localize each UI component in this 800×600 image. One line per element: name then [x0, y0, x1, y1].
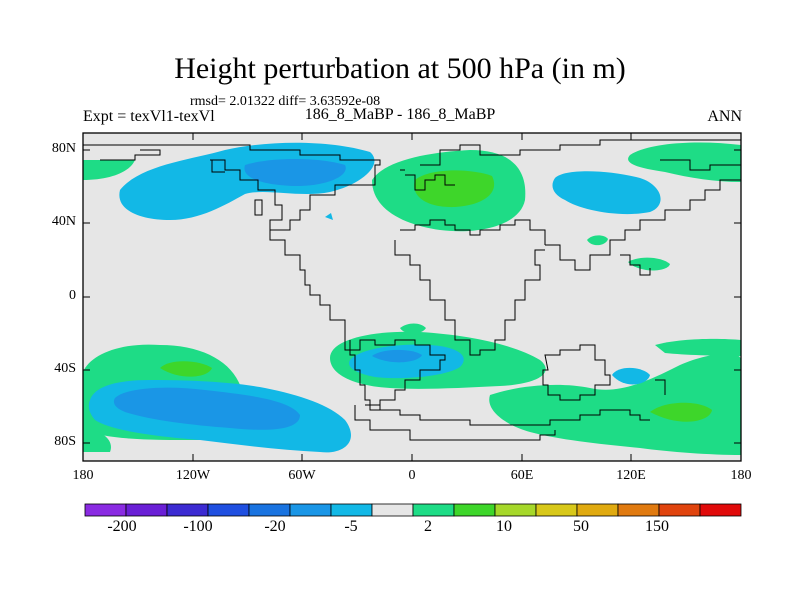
coastlines — [83, 139, 741, 441]
coastline-small-island — [254, 199, 263, 216]
colorbar-box — [371, 503, 414, 517]
coastline-asia — [545, 179, 741, 271]
coastline-new-zealand — [655, 379, 666, 395]
coastline-south-america — [344, 335, 446, 411]
season-label: ANN — [707, 108, 742, 125]
colorbar-label: -200 — [107, 518, 137, 535]
contour-region-green-bottom-left — [83, 429, 111, 452]
colorbar-box — [248, 503, 291, 517]
contour-region-green-arctic-west — [83, 160, 135, 180]
x-tick-label: 120W — [175, 468, 211, 483]
coastline-antarctica — [365, 404, 650, 426]
contour-region-blue-south-pacific-core — [113, 387, 300, 430]
colorbar-box — [699, 503, 742, 517]
colorbar-box — [535, 503, 578, 517]
contour-region-green-southern-ocean-core — [650, 402, 712, 422]
experiment-label: Expt = texVl1-texVl — [83, 108, 215, 125]
colorbar-box — [330, 503, 373, 517]
colorbar-box — [84, 503, 127, 517]
contour-region-green-southern-ocean — [489, 353, 741, 455]
colorbar-label: -5 — [344, 518, 358, 535]
page-title: Height perturbation at 500 hPa (in m) — [174, 52, 626, 85]
colorbar — [84, 503, 742, 517]
contour-region-blue-south-atlantic-core — [372, 349, 422, 363]
contour-region-blue-north-core — [244, 159, 346, 186]
colorbar-label: 2 — [424, 518, 432, 535]
coastline-australia — [542, 344, 611, 401]
contour-region-green-small-pacific — [628, 257, 670, 271]
contour-fields — [83, 142, 741, 455]
colorbar-label: 50 — [573, 518, 589, 535]
colorbar-box — [494, 503, 537, 517]
coastline-eurasia — [420, 139, 741, 166]
colorbar-label: -100 — [183, 518, 213, 535]
y-tick-label: 80S — [54, 434, 76, 449]
x-tick-label: 180 — [72, 468, 94, 483]
y-tick-label: 0 — [69, 288, 76, 303]
contour-region-green-east-tip — [655, 338, 741, 356]
x-tick-label: 0 — [408, 468, 416, 483]
axis-ticks — [83, 133, 741, 461]
coastline-north-america — [83, 144, 381, 335]
stats-line: rmsd= 2.01322 diff= 3.63592e-08 — [190, 94, 381, 109]
contour-region-blue-small-atlantic — [325, 213, 333, 220]
colorbar-box — [658, 503, 701, 517]
contour-region-green-small-atlantic — [400, 323, 426, 334]
x-tick-label: 60E — [510, 468, 534, 483]
x-tick-label: 180 — [730, 468, 752, 483]
colorbar-label: 10 — [496, 518, 512, 535]
colorbar-label: 150 — [645, 518, 669, 535]
contour-region-green-arctic-east — [628, 142, 741, 182]
coastline-greenland — [100, 149, 161, 161]
coastline-canada-islands — [211, 160, 225, 173]
contour-region-green-small-asia — [587, 235, 608, 246]
coastline-antarctic-peninsula — [354, 405, 556, 441]
contour-region-green-south-pacific-core — [160, 361, 212, 377]
y-tick-label: 80N — [51, 141, 76, 156]
colorbar-label: -20 — [264, 518, 286, 535]
colorbar-box — [289, 503, 332, 517]
contour-region-blue-south-indian — [612, 367, 650, 385]
colorbar-box — [576, 503, 619, 517]
y-tick-label: 40N — [51, 214, 76, 229]
case-label: 186_8_MaBP - 186_8_MaBP — [304, 106, 496, 123]
colorbar-box — [453, 503, 496, 517]
contour-region-blue-north-pacific — [552, 171, 661, 215]
colorbar-box — [207, 503, 250, 517]
x-tick-label: 60W — [288, 468, 316, 483]
x-tick-label: 120E — [616, 468, 646, 483]
colorbar-box — [412, 503, 455, 517]
coastline-scandinavia — [405, 174, 455, 191]
colorbar-box — [166, 503, 209, 517]
colorbar-box — [125, 503, 168, 517]
y-tick-label: 40S — [54, 361, 76, 376]
coastline-indochina — [620, 254, 651, 276]
coastline-europe-south — [400, 219, 546, 245]
coastline-asia-north — [660, 159, 741, 171]
coastline-africa — [394, 240, 545, 356]
colorbar-box — [617, 503, 660, 517]
coastline-north-america-west — [210, 159, 283, 230]
